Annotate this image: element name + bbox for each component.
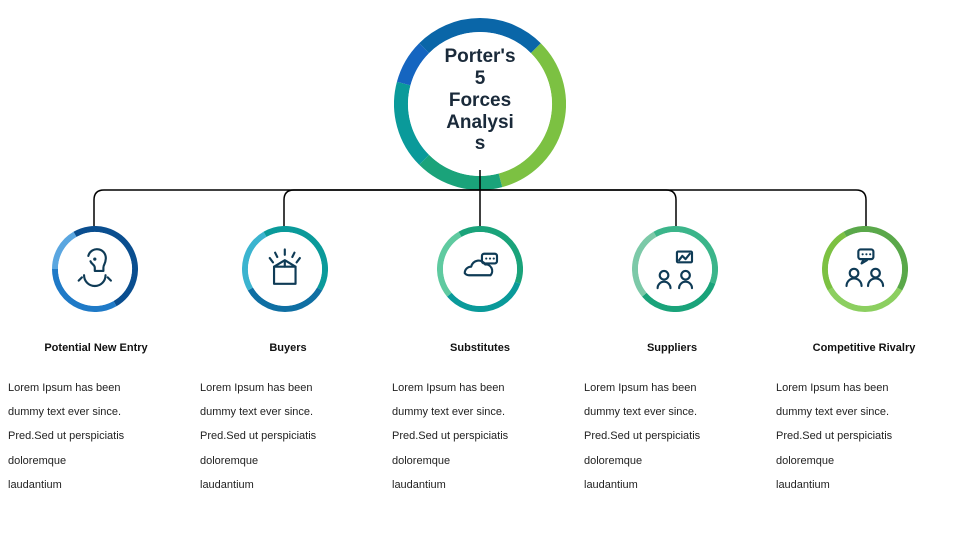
force-column: Potential New EntryLorem Ipsum has beend… xyxy=(0,342,192,497)
force-column: Competitive RivalryLorem Ipsum has beend… xyxy=(768,342,960,497)
force-text-line: Lorem Ipsum has been xyxy=(200,376,376,400)
center-title: Porter's5ForcesAnalysis xyxy=(404,46,556,155)
force-title: Buyers xyxy=(200,342,376,354)
force-circle xyxy=(437,226,523,312)
force-text-line: laudantium xyxy=(392,473,568,497)
force-text-line: Lorem Ipsum has been xyxy=(392,376,568,400)
force-title: Competitive Rivalry xyxy=(776,342,952,354)
force-text-line: Lorem Ipsum has been xyxy=(8,376,184,400)
force-text-line: laudantium xyxy=(584,473,760,497)
force-column: Suppliers Lorem Ipsum has beendummy text … xyxy=(576,342,768,497)
team-chart-icon xyxy=(649,243,701,295)
force-text-line: Lorem Ipsum has been xyxy=(584,376,760,400)
force-circle xyxy=(52,226,138,312)
force-text-line: doloremque xyxy=(776,449,952,473)
force-circle xyxy=(632,226,718,312)
force-title: Suppliers xyxy=(584,342,760,354)
force-text-line: dummy text ever since. xyxy=(584,400,760,424)
force-text-line: doloremque xyxy=(392,449,568,473)
brain-cycle-icon xyxy=(69,243,121,295)
group-talk-icon xyxy=(839,243,891,295)
force-text-line: Pred.Sed ut perspiciatis xyxy=(584,424,760,448)
force-text-line: doloremque xyxy=(8,449,184,473)
force-text-line: Pred.Sed ut perspiciatis xyxy=(200,424,376,448)
force-title: Potential New Entry xyxy=(8,342,184,354)
force-circle xyxy=(822,226,908,312)
force-text-line: dummy text ever since. xyxy=(8,400,184,424)
force-text-line: laudantium xyxy=(200,473,376,497)
force-text-line: doloremque xyxy=(200,449,376,473)
force-column: Substitutes Lorem Ipsum has beendummy tex… xyxy=(384,342,576,497)
force-column: Buyers Lorem Ipsum has beendummy text eve… xyxy=(192,342,384,497)
force-text-line: Pred.Sed ut perspiciatis xyxy=(776,424,952,448)
force-columns: Potential New EntryLorem Ipsum has beend… xyxy=(0,342,960,497)
force-text-line: Pred.Sed ut perspiciatis xyxy=(8,424,184,448)
force-text-line: Pred.Sed ut perspiciatis xyxy=(392,424,568,448)
force-circle xyxy=(242,226,328,312)
force-text-line: dummy text ever since. xyxy=(392,400,568,424)
force-text-line: dummy text ever since. xyxy=(776,400,952,424)
force-title: Substitutes xyxy=(392,342,568,354)
force-text-line: laudantium xyxy=(776,473,952,497)
force-text-line: Lorem Ipsum has been xyxy=(776,376,952,400)
box-burst-icon xyxy=(259,243,311,295)
force-text-line: laudantium xyxy=(8,473,184,497)
force-text-line: doloremque xyxy=(584,449,760,473)
chat-clouds-icon xyxy=(454,243,506,295)
force-text-line: dummy text ever since. xyxy=(200,400,376,424)
